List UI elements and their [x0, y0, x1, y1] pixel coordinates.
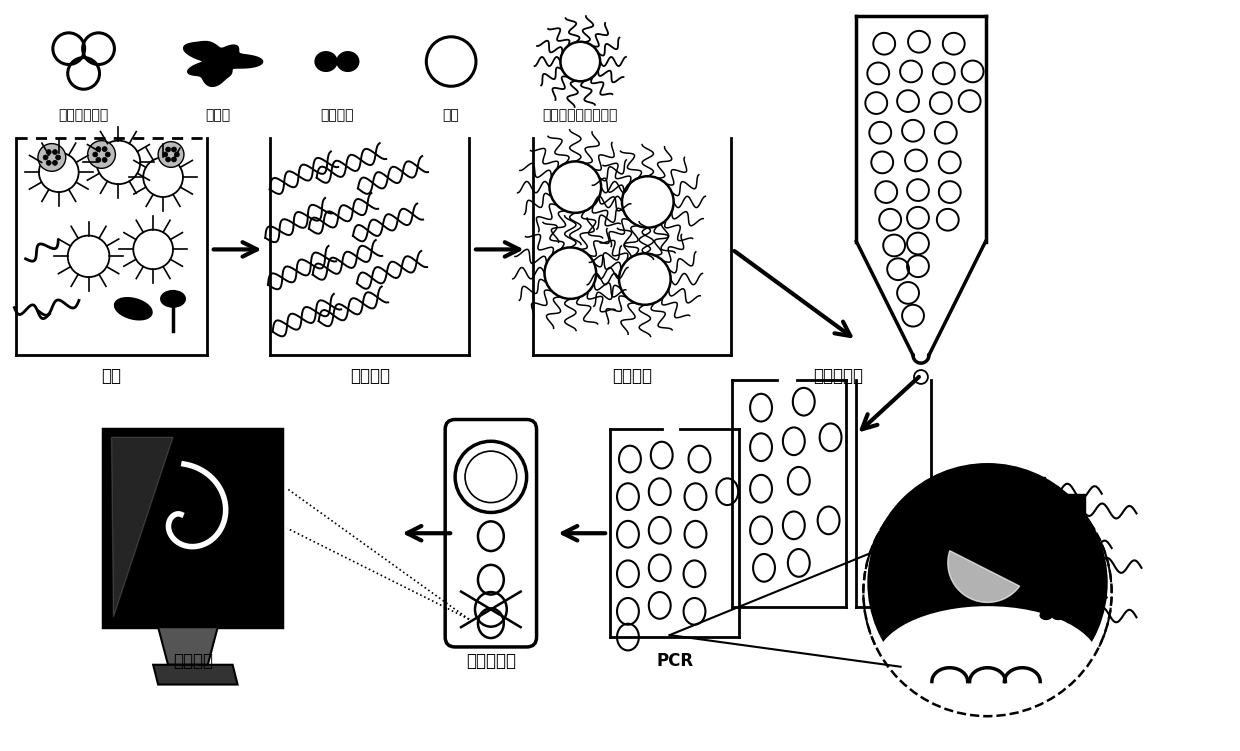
Text: 偶联引物的编码微球: 偶联引物的编码微球	[543, 108, 618, 122]
Polygon shape	[1045, 505, 1069, 513]
Circle shape	[544, 247, 596, 299]
Text: 聚合酶: 聚合酶	[205, 108, 231, 122]
Polygon shape	[315, 52, 358, 71]
Text: 样本: 样本	[102, 367, 122, 385]
Polygon shape	[947, 550, 1019, 602]
Text: 乳滴: 乳滴	[443, 108, 460, 122]
Circle shape	[162, 152, 167, 157]
Circle shape	[171, 157, 176, 162]
Ellipse shape	[161, 291, 185, 306]
Circle shape	[93, 152, 98, 157]
Polygon shape	[1025, 477, 1045, 496]
Circle shape	[68, 236, 109, 277]
Circle shape	[38, 152, 78, 192]
Text: 核酸提取: 核酸提取	[350, 367, 389, 385]
Circle shape	[95, 158, 100, 162]
Circle shape	[52, 149, 57, 155]
Text: 反应器生成: 反应器生成	[813, 367, 863, 385]
Ellipse shape	[867, 463, 1107, 702]
Circle shape	[171, 147, 176, 152]
Polygon shape	[112, 437, 174, 617]
Circle shape	[102, 146, 107, 152]
Circle shape	[46, 161, 51, 165]
Polygon shape	[103, 430, 283, 627]
Circle shape	[619, 253, 671, 305]
Circle shape	[46, 149, 51, 155]
Circle shape	[622, 176, 673, 228]
Circle shape	[88, 140, 115, 168]
Text: 结果分析: 结果分析	[172, 652, 213, 670]
Circle shape	[166, 147, 171, 152]
Polygon shape	[1045, 553, 1069, 562]
Circle shape	[133, 230, 174, 269]
Circle shape	[43, 155, 48, 160]
Circle shape	[56, 155, 61, 160]
Circle shape	[159, 142, 184, 167]
Ellipse shape	[875, 606, 1099, 717]
Polygon shape	[184, 41, 263, 86]
Circle shape	[144, 158, 184, 197]
Circle shape	[166, 157, 171, 162]
Circle shape	[549, 161, 601, 213]
Text: 磁性编码微球: 磁性编码微球	[58, 108, 109, 122]
Circle shape	[38, 143, 66, 171]
Text: 杂交捕获: 杂交捕获	[611, 367, 652, 385]
Polygon shape	[1027, 536, 1047, 556]
Circle shape	[95, 146, 100, 152]
Circle shape	[102, 158, 107, 162]
Text: PCR: PCR	[656, 652, 693, 670]
Circle shape	[105, 152, 110, 157]
Circle shape	[175, 152, 180, 157]
Polygon shape	[154, 665, 238, 684]
Polygon shape	[1065, 493, 1085, 514]
Text: 荧光染料: 荧光染料	[320, 108, 353, 122]
Polygon shape	[1066, 558, 1086, 578]
Polygon shape	[1040, 611, 1064, 620]
Polygon shape	[1025, 587, 1045, 608]
Polygon shape	[159, 627, 218, 665]
Circle shape	[97, 140, 140, 184]
Polygon shape	[1066, 602, 1086, 623]
Circle shape	[52, 161, 57, 165]
Ellipse shape	[115, 298, 151, 319]
Text: 高通量检测: 高通量检测	[466, 652, 516, 670]
